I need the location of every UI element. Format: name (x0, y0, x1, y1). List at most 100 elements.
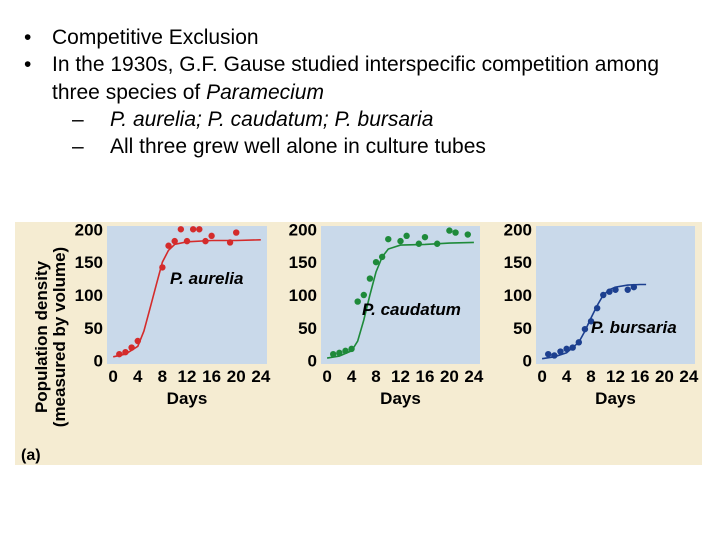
bullet-marker: • (24, 26, 32, 49)
data-point (581, 325, 589, 333)
bullet-marker: • (24, 53, 32, 77)
y-axis-label-line1: Population density (32, 260, 51, 413)
y-tick-label: 150 (75, 253, 103, 272)
data-point (421, 233, 429, 241)
y-tick-label: 0 (94, 352, 103, 371)
data-point (600, 291, 607, 299)
x-tick-label: 12 (606, 367, 625, 386)
data-point (433, 240, 441, 247)
data-point (397, 237, 404, 245)
data-point (226, 239, 234, 246)
data-point (464, 231, 471, 238)
data-point (342, 347, 349, 355)
data-point (202, 237, 209, 245)
x-tick-label: 8 (586, 367, 595, 386)
data-point (545, 350, 552, 358)
data-point (624, 286, 631, 293)
data-point (378, 253, 386, 261)
data-point (452, 229, 459, 236)
bullet-text: Competitive Exclusion (52, 26, 259, 49)
x-axis-label: Days (380, 389, 421, 408)
x-tick-label: 0 (322, 367, 331, 386)
data-point (569, 344, 576, 351)
x-tick-label: 4 (562, 367, 572, 386)
y-tick-label: 200 (75, 222, 103, 239)
data-point (551, 352, 558, 359)
figure-panel: Population density (measured by volume) … (15, 220, 702, 465)
data-point (177, 226, 185, 233)
series-label: P. aurelia (170, 269, 243, 288)
data-point (128, 344, 135, 351)
bullet-text: In the 1930s, G.F. Gause studied intersp… (52, 53, 660, 104)
bullet-item: • Competitive Exclusion (24, 24, 704, 51)
panel-label: (a) (21, 447, 41, 464)
data-point (233, 229, 240, 236)
data-point (372, 258, 380, 266)
y-tick-label: 0 (308, 352, 317, 371)
y-tick-label: 100 (504, 286, 532, 305)
data-point (165, 242, 172, 249)
x-tick-label: 20 (655, 367, 674, 386)
x-axis-label: Days (167, 389, 208, 408)
x-tick-label: 4 (347, 367, 357, 386)
sub-bullet-marker: – (72, 135, 84, 159)
data-point (196, 226, 203, 233)
x-tick-label: 8 (371, 367, 380, 386)
data-point (630, 283, 638, 291)
plot-area (321, 226, 480, 364)
series-label: P. bursaria (591, 318, 677, 337)
data-point (116, 350, 123, 358)
bullet-item: • In the 1930s, G.F. Gause studied inter… (24, 51, 704, 106)
data-point (348, 345, 355, 353)
x-tick-label: 0 (108, 367, 117, 386)
y-tick-label: 0 (523, 352, 532, 371)
data-point (171, 237, 178, 245)
y-tick-label: 50 (298, 319, 317, 338)
y-tick-label: 100 (75, 286, 103, 305)
x-axis-label: Days (595, 389, 636, 408)
y-axis-label: Population density (measured by volume) (32, 247, 69, 427)
data-point (189, 226, 197, 233)
plot-area (536, 226, 695, 364)
data-point (563, 345, 570, 353)
sub-bullet-marker: – (72, 107, 84, 131)
data-point (366, 275, 374, 282)
data-point (606, 288, 613, 295)
data-point (336, 349, 343, 357)
y-tick-label: 200 (289, 222, 317, 239)
sub-bullet-item: – P. aurelia; P. caudatum; P. bursaria (24, 106, 704, 133)
x-tick-label: 20 (227, 367, 246, 386)
data-point (208, 232, 215, 240)
data-point (557, 348, 564, 355)
plot-area (107, 226, 267, 364)
x-tick-label: 24 (679, 367, 698, 386)
x-tick-label: 20 (440, 367, 459, 386)
data-point (122, 348, 129, 356)
data-point (134, 337, 141, 345)
x-tick-label: 16 (631, 367, 650, 386)
x-tick-label: 12 (391, 367, 410, 386)
series-label: P. caudatum (362, 300, 461, 319)
sub-bullet-item: – All three grew well alone in culture t… (24, 133, 704, 160)
x-tick-label: 8 (158, 367, 167, 386)
data-point (360, 291, 368, 299)
y-tick-label: 50 (513, 319, 532, 338)
fit-curve (113, 239, 261, 358)
data-point (587, 318, 595, 325)
sub-bullet-text: P. aurelia; P. caudatum; P. bursaria (110, 107, 434, 131)
data-point (403, 232, 410, 240)
data-point (385, 235, 392, 243)
data-point (575, 339, 583, 346)
x-tick-label: 4 (133, 367, 143, 386)
y-tick-label: 200 (504, 222, 532, 239)
data-point (593, 304, 601, 312)
y-axis-label-line2: (measured by volume) (50, 247, 69, 427)
bullet-text-italic: Paramecium (206, 80, 324, 104)
sub-bullet-text: All three grew well alone in culture tub… (110, 135, 486, 159)
data-point (446, 227, 453, 234)
x-tick-label: 16 (202, 367, 221, 386)
